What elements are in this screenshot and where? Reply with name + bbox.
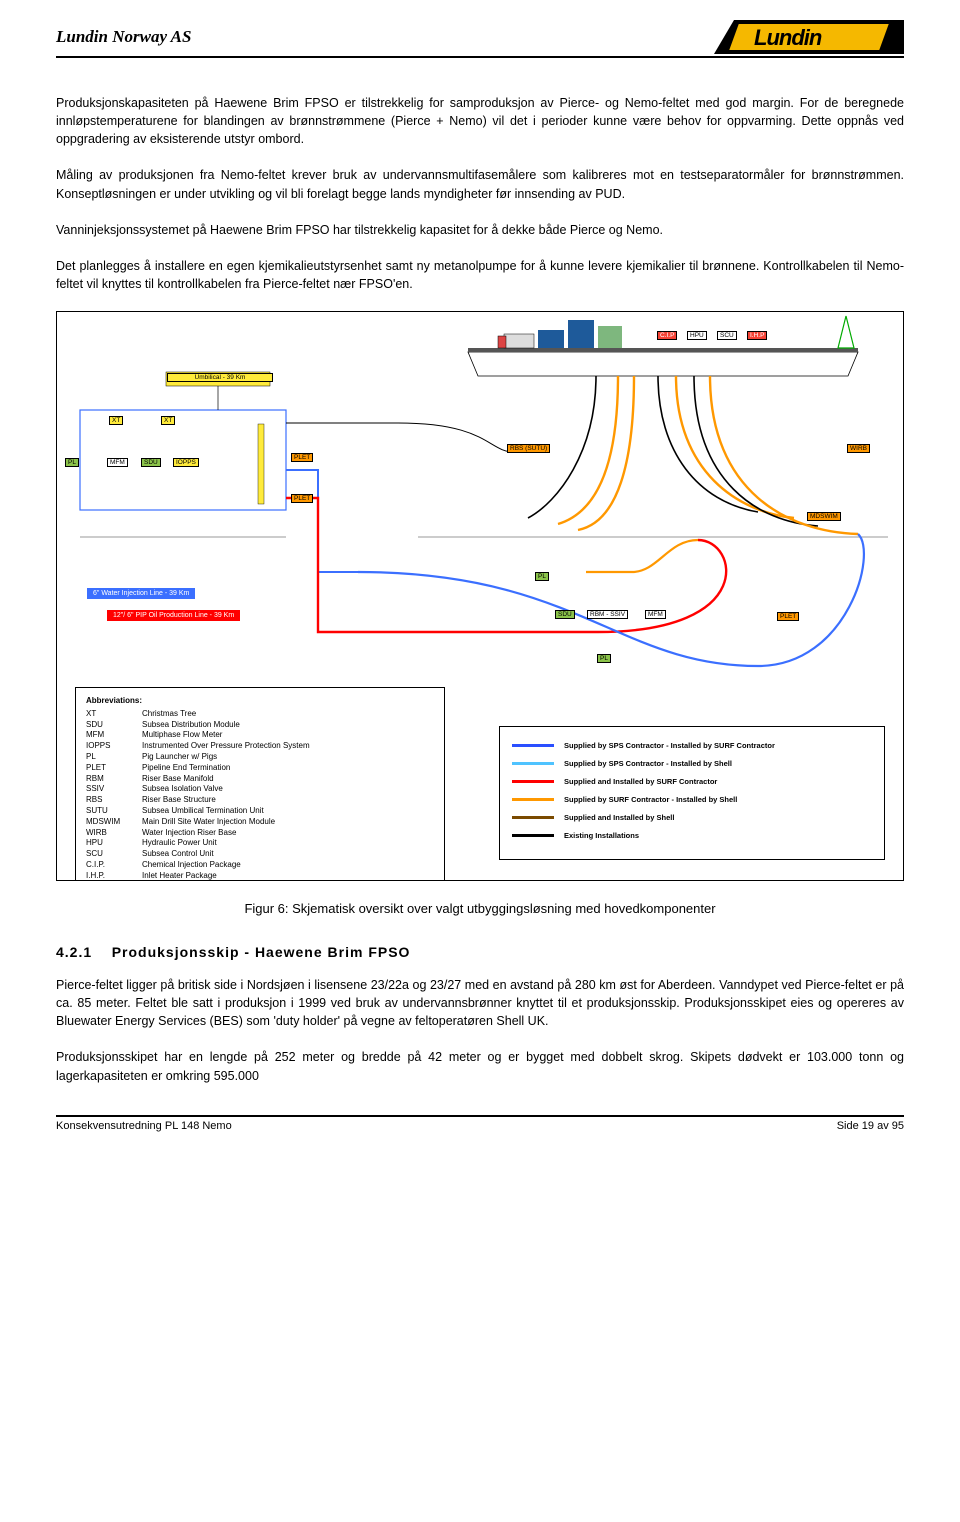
abbr-row: C.I.P.Chemical Injection Package (86, 860, 434, 871)
xt-2: XT (161, 416, 175, 425)
pl-right: PL (535, 572, 549, 581)
plet-bot: PLET (291, 494, 313, 503)
abbr-title: Abbreviations: (86, 696, 434, 707)
plet-top: PLET (291, 453, 313, 462)
supplier-row: Supplied and Installed by Shell (512, 813, 872, 822)
xt-1: XT (109, 416, 123, 425)
abbr-row: SCUSubsea Control Unit (86, 849, 434, 860)
hpu: HPU (687, 331, 707, 340)
supplier-row: Supplied by SPS Contractor - Installed b… (512, 741, 872, 750)
supplier-row: Supplied by SURF Contractor - Installed … (512, 795, 872, 804)
pl-right-2: PL (597, 654, 611, 663)
paragraph-2: Måling av produksjonen fra Nemo-feltet k… (56, 166, 904, 202)
paragraph-5: Pierce-feltet ligger på britisk side i N… (56, 976, 904, 1030)
abbr-row: SSIVSubsea Isolation Valve (86, 784, 434, 795)
abbr-row: IOPPSInstrumented Over Pressure Protecti… (86, 741, 434, 752)
footer-left: Konsekvensutredning PL 148 Nemo (56, 1120, 232, 1132)
abbr-row: MFMMultiphase Flow Meter (86, 730, 434, 741)
abbr-row: WIRBWater Injection Riser Base (86, 828, 434, 839)
logo: Lundin (714, 20, 904, 54)
pl-left: PL (65, 458, 79, 467)
supplier-legend: Supplied by SPS Contractor - Installed b… (499, 726, 885, 860)
figure-caption: Figur 6: Skjematisk oversikt over valgt … (56, 901, 904, 916)
company-name: Lundin Norway AS (56, 27, 191, 47)
body-text: Produksjonskapasiteten på Haewene Brim F… (56, 94, 904, 293)
cip: C.I.P (657, 331, 677, 340)
sdu-left: SDU (141, 458, 161, 467)
abbr-row: SDUSubsea Distribution Module (86, 720, 434, 731)
section-title: Produksjonsskip - Haewene Brim FPSO (112, 944, 411, 960)
abbr-row: SUTUSubsea Umbilical Termination Unit (86, 806, 434, 817)
abbr-row: XTChristmas Tree (86, 709, 434, 720)
abbr-row: HPUHydraulic Power Unit (86, 838, 434, 849)
water-injection-line: 6" Water Injection Line - 39 Km (87, 588, 195, 599)
paragraph-4: Det planlegges å installere en egen kjem… (56, 257, 904, 293)
iopps: IOPPS (173, 458, 199, 467)
oil-production-line: 12"/ 6" PIP Oil Production Line - 39 Km (107, 610, 240, 621)
wirb: WIRB (847, 444, 870, 453)
plet-right: PLET (777, 612, 799, 621)
ihp: I.H.P (747, 331, 767, 340)
scu: SCU (717, 331, 737, 340)
paragraph-1: Produksjonskapasiteten på Haewene Brim F… (56, 94, 904, 148)
rbm-ssiv: RBM - SSIV (587, 610, 628, 619)
abbr-row: RBMRiser Base Manifold (86, 774, 434, 785)
umbilical-label: Umbilical - 39 Km (167, 373, 273, 382)
mfm-left: MFM (107, 458, 128, 467)
rbs-sutu: RBS (SUTU) (507, 444, 550, 453)
mfm-right: MFM (645, 610, 666, 619)
page-footer: Konsekvensutredning PL 148 Nemo Side 19 … (56, 1115, 904, 1132)
page-header: Lundin Norway AS Lundin (56, 20, 904, 58)
logo-text: Lundin (754, 25, 821, 51)
abbr-row: PLPig Launcher w/ Pigs (86, 752, 434, 763)
paragraph-6: Produksjonsskipet har en lengde på 252 m… (56, 1048, 904, 1084)
figure-diagram: Umbilical - 39 Km XT XT MFM SDU IOPPS PL… (56, 311, 904, 881)
paragraph-3: Vanninjeksjonssystemet på Haewene Brim F… (56, 221, 904, 239)
section-heading: 4.2.1 Produksjonsskip - Haewene Brim FPS… (56, 944, 904, 960)
supplier-row: Supplied and Installed by SURF Contracto… (512, 777, 872, 786)
page: Lundin Norway AS Lundin Produksjonskapas… (0, 0, 960, 1162)
supplier-row: Supplied by SPS Contractor - Installed b… (512, 759, 872, 768)
abbr-row: I.H.P.Inlet Heater Package (86, 871, 434, 881)
sdu-right: SDU (555, 610, 575, 619)
abbreviations-box: Abbreviations: XTChristmas TreeSDUSubsea… (75, 687, 445, 881)
abbr-row: PLETPipeline End Termination (86, 763, 434, 774)
mdswim: MDSWIM (807, 512, 841, 521)
supplier-row: Existing Installations (512, 831, 872, 840)
abbr-row: RBSRiser Base Structure (86, 795, 434, 806)
section-number: 4.2.1 (56, 944, 92, 960)
abbr-row: MDSWIMMain Drill Site Water Injection Mo… (86, 817, 434, 828)
footer-right: Side 19 av 95 (837, 1120, 904, 1132)
